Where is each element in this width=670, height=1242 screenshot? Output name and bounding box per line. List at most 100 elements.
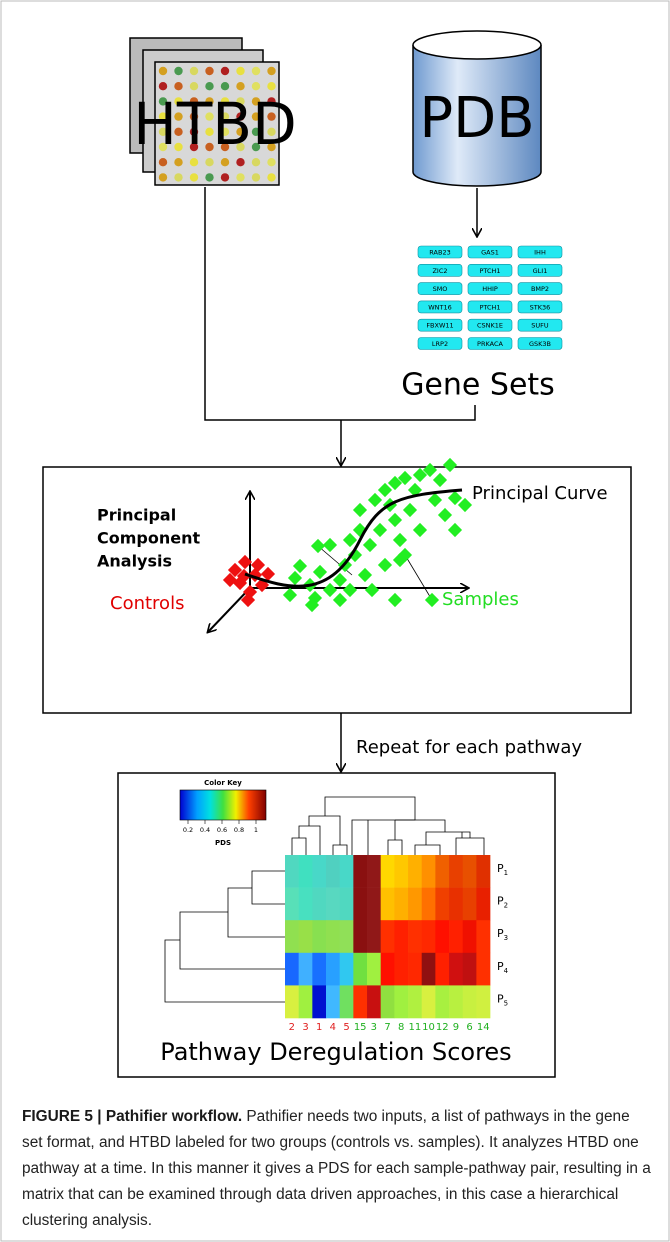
column-label: 3 <box>371 1022 377 1033</box>
heatmap-cell <box>394 953 408 986</box>
heatmap-cell <box>463 855 477 888</box>
gene-label: RAB23 <box>429 249 450 257</box>
samples-label: Samples <box>442 589 519 610</box>
heatmap-cell <box>476 985 490 1018</box>
heatmap-cell <box>408 920 422 953</box>
heatmap-cell <box>340 985 354 1018</box>
gene-label: ZIC2 <box>432 267 447 275</box>
dot <box>267 67 275 75</box>
heatmap-cell <box>326 953 340 986</box>
dot <box>205 67 213 75</box>
column-label: 9 <box>453 1022 459 1033</box>
gene-label: FBXW11 <box>426 322 453 330</box>
heatmap-cell <box>449 985 463 1018</box>
heatmap-cell <box>435 985 449 1018</box>
column-label: 11 <box>408 1022 421 1033</box>
column-label: 12 <box>436 1022 449 1033</box>
row-label-sub: 4 <box>504 967 509 975</box>
heatmap-cell <box>435 953 449 986</box>
heatmap-cell <box>422 985 436 1018</box>
gene-label: LRP2 <box>432 340 448 348</box>
controls-label: Controls <box>110 593 184 614</box>
heatmap-cell <box>299 953 313 986</box>
column-label: 4 <box>330 1022 336 1033</box>
dot <box>205 158 213 166</box>
heatmap-cell <box>408 855 422 888</box>
heatmap-cell <box>449 855 463 888</box>
color-key-tick: 0.4 <box>200 826 210 834</box>
heatmap-cell <box>285 855 299 888</box>
heatmap-cell <box>408 985 422 1018</box>
heatmap-cell <box>394 888 408 921</box>
heatmap-cell <box>408 953 422 986</box>
heatmap-cell <box>394 985 408 1018</box>
heatmap-cell <box>422 953 436 986</box>
heatmap-cell <box>367 888 381 921</box>
pca-title: Principal <box>97 506 176 525</box>
heatmap-cell <box>381 953 395 986</box>
column-label: 8 <box>398 1022 404 1033</box>
column-label: 10 <box>422 1022 435 1033</box>
dot <box>174 173 182 181</box>
heatmap-cell <box>381 920 395 953</box>
heatmap-cell <box>463 920 477 953</box>
heatmap-cell <box>435 920 449 953</box>
heatmap-cell <box>381 888 395 921</box>
heatmap-cell <box>476 920 490 953</box>
dot <box>252 67 260 75</box>
heatmap-cell <box>422 920 436 953</box>
heatmap-cell <box>353 855 367 888</box>
dot <box>236 67 244 75</box>
column-label: 15 <box>354 1022 367 1033</box>
heatmap-cell <box>435 888 449 921</box>
dot <box>190 158 198 166</box>
dot <box>267 173 275 181</box>
heatmap-cell <box>299 920 313 953</box>
heatmap-cell <box>353 888 367 921</box>
dot <box>159 173 167 181</box>
heatmap-cell <box>449 953 463 986</box>
gene-label: SMO <box>433 285 448 293</box>
column-label: 3 <box>302 1022 308 1033</box>
gene-label: GLI1 <box>533 267 548 275</box>
heatmap-cell <box>422 855 436 888</box>
heatmap-cell <box>326 855 340 888</box>
heatmap-cell <box>353 920 367 953</box>
gene-sets-label: Gene Sets <box>401 368 555 403</box>
repeat-label: Repeat for each pathway <box>356 737 582 758</box>
caption-text: Pathifier needs two inputs, a list of pa… <box>22 1108 651 1229</box>
heatmap-cell <box>381 985 395 1018</box>
column-label: 14 <box>477 1022 490 1033</box>
heatmap-cell <box>394 920 408 953</box>
figure: HTBD PDB RAB23GAS1IHHZIC2PTCH1GLI1SMOHHI… <box>0 0 670 1242</box>
heatmap-cell <box>326 888 340 921</box>
color-key-tick: 0.2 <box>183 826 193 834</box>
heatmap-cell <box>312 855 326 888</box>
heatmap-title: Pathway Deregulation Scores <box>160 1038 511 1066</box>
heatmap-cell <box>340 888 354 921</box>
heatmap-cell <box>326 985 340 1018</box>
heatmap-cell <box>367 985 381 1018</box>
heatmap-cell <box>422 888 436 921</box>
color-key-tick: 1 <box>254 826 258 834</box>
heatmap-cell <box>476 855 490 888</box>
pdb-label: PDB <box>419 86 534 151</box>
heatmap-cell <box>394 855 408 888</box>
dot <box>267 158 275 166</box>
dot <box>190 67 198 75</box>
heatmap-cell <box>326 920 340 953</box>
dot <box>236 173 244 181</box>
heatmap-cell <box>367 855 381 888</box>
dot <box>252 158 260 166</box>
heatmap-cell <box>408 888 422 921</box>
heatmap-cell <box>463 888 477 921</box>
heatmap-cell <box>449 920 463 953</box>
gene-label: CSNK1E <box>477 322 503 330</box>
gene-label: SUFU <box>531 322 549 330</box>
row-label-sub: 3 <box>504 934 508 942</box>
color-key-label: PDS <box>215 839 231 847</box>
heatmap-cell <box>340 920 354 953</box>
htbd-label: HTBD <box>133 90 297 158</box>
color-key-tick: 0.8 <box>234 826 244 834</box>
heatmap-cell <box>367 953 381 986</box>
